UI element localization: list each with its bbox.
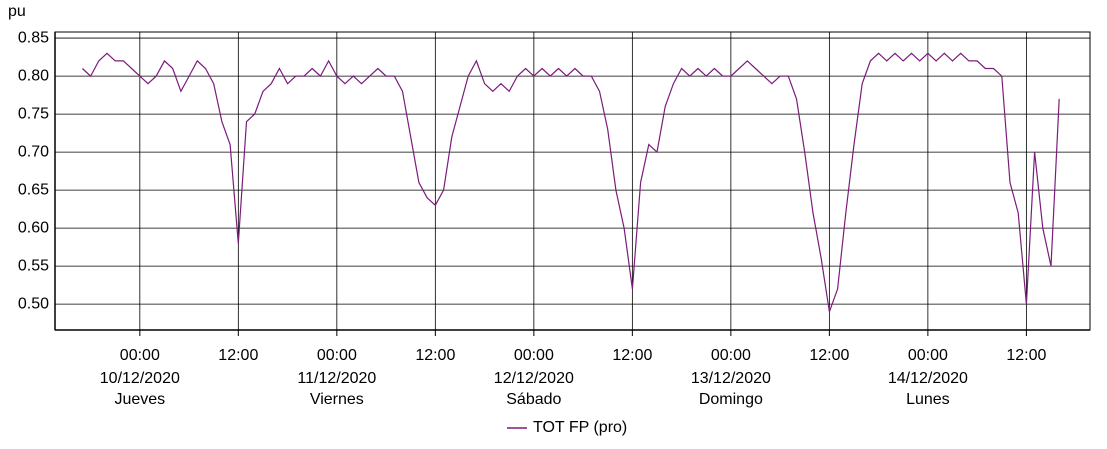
y-tick-label: 0.50 xyxy=(18,295,49,312)
x-day-label: Lunes xyxy=(906,391,950,408)
x-day-label: Domingo xyxy=(699,391,763,408)
legend-label: TOT FP (pro) xyxy=(533,419,627,436)
x-day-label: Viernes xyxy=(310,391,364,408)
x-tick-label: 12:00 xyxy=(415,347,455,364)
x-date-label: 10/12/2020 xyxy=(100,370,180,387)
x-tick-label: 12:00 xyxy=(1006,347,1046,364)
x-tick-label: 00:00 xyxy=(711,347,751,364)
x-tick-label: 00:00 xyxy=(120,347,160,364)
x-tick-label: 00:00 xyxy=(514,347,554,364)
x-day-label: Jueves xyxy=(114,391,165,408)
y-tick-label: 0.70 xyxy=(18,143,49,160)
y-tick-label: 0.75 xyxy=(18,105,49,122)
x-tick-label: 12:00 xyxy=(218,347,258,364)
x-date-label: 12/12/2020 xyxy=(494,370,574,387)
y-tick-label: 0.60 xyxy=(18,219,49,236)
x-tick-label: 12:00 xyxy=(809,347,849,364)
x-date-label: 13/12/2020 xyxy=(691,370,771,387)
x-tick-label: 00:00 xyxy=(908,347,948,364)
plot-area xyxy=(54,31,1091,331)
y-tick-label: 0.80 xyxy=(18,67,49,84)
x-day-label: Sábado xyxy=(506,391,561,408)
x-tick-label: 12:00 xyxy=(612,347,652,364)
y-tick-label: 0.65 xyxy=(18,181,49,198)
y-tick-label: 0.85 xyxy=(18,29,49,46)
x-date-label: 11/12/2020 xyxy=(297,370,376,387)
y-tick-label: 0.55 xyxy=(18,257,49,274)
x-date-label: 14/12/2020 xyxy=(888,370,968,387)
x-tick-label: 00:00 xyxy=(317,347,357,364)
y-axis-label: pu xyxy=(8,3,26,20)
data-line xyxy=(81,52,1060,313)
